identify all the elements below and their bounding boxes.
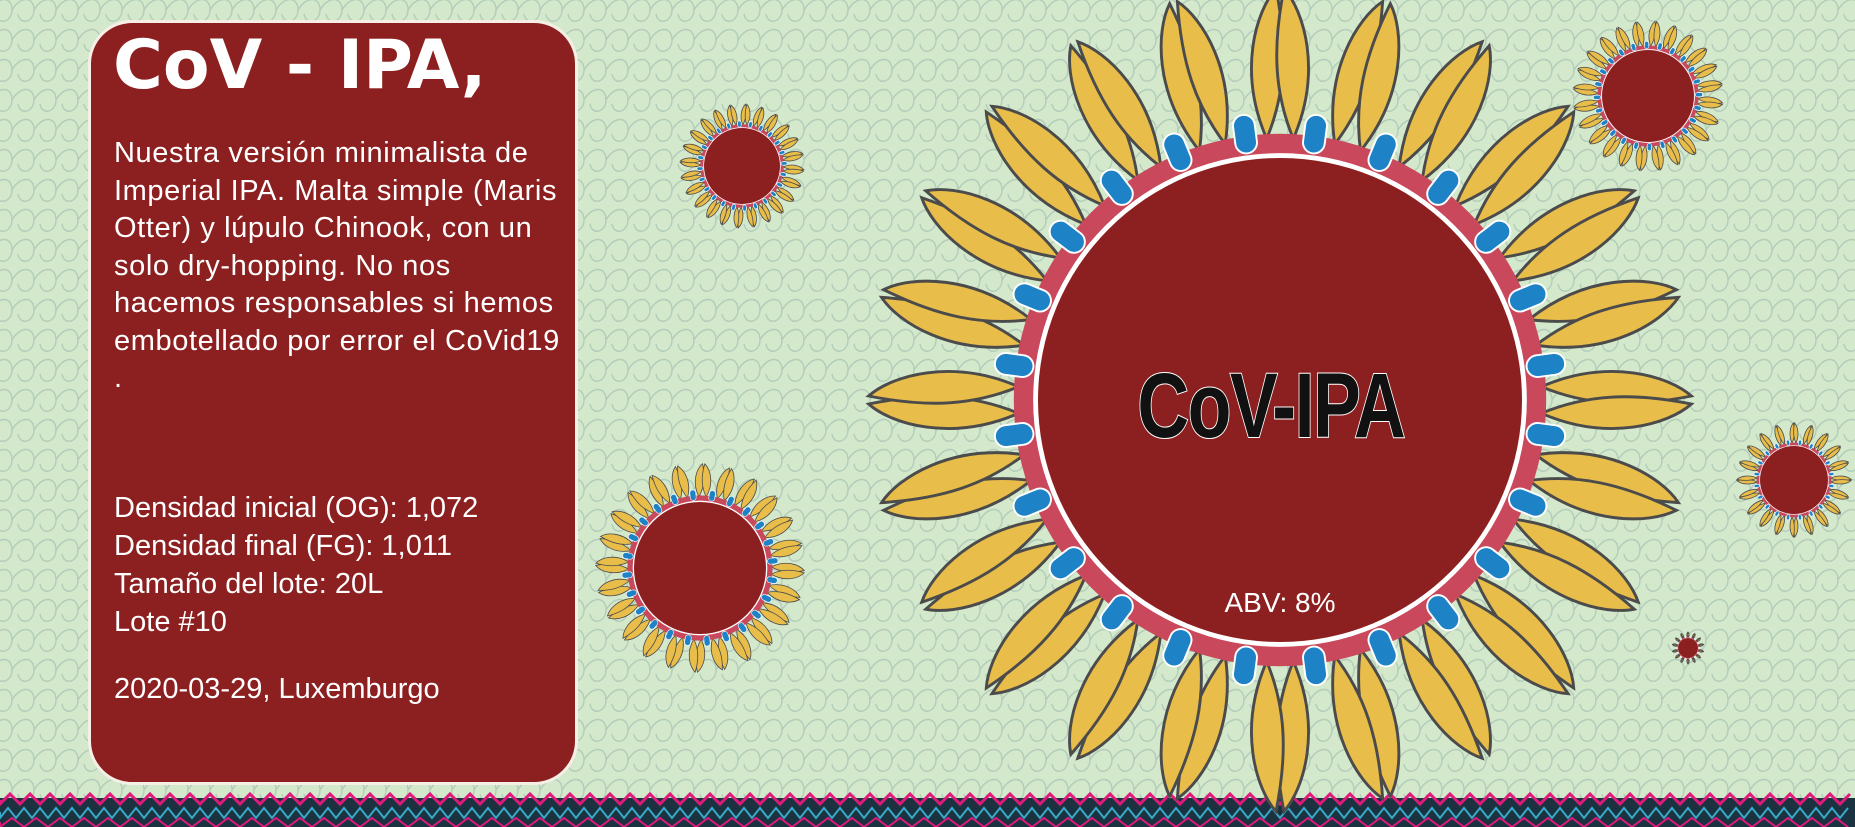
beer-description: Nuestra versión minimalista de Imperial … bbox=[114, 137, 560, 394]
bottom-border bbox=[0, 791, 1855, 827]
virus-small-midleft bbox=[595, 463, 805, 673]
virus-small-right bbox=[1736, 422, 1852, 538]
spec-original-gravity: Densidad inicial (OG): 1,072 bbox=[114, 492, 479, 524]
main-virus bbox=[865, 0, 1695, 815]
abv-label: ABV: 8% bbox=[1224, 587, 1336, 618]
virus-tiny-right bbox=[1671, 631, 1705, 665]
beer-name: CoV-IPA bbox=[1137, 355, 1407, 457]
spec-final-gravity: Densidad final (FG): 1,011 bbox=[114, 530, 452, 562]
spec-batch-number: Lote #10 bbox=[114, 606, 227, 638]
virus-small-topright bbox=[1572, 20, 1724, 172]
spec-list: Densidad inicial (OG): 1,072 Densidad fi… bbox=[114, 489, 478, 641]
info-panel: CoV - IPA, Nuestra versión minimalista d… bbox=[88, 20, 578, 785]
date-location: 2020-03-29, Luxemburgo bbox=[114, 673, 440, 705]
panel-title: CoV - IPA, bbox=[113, 26, 487, 105]
spec-batch-size: Tamaño del lote: 20L bbox=[114, 568, 384, 600]
virus-small-topleft bbox=[679, 103, 805, 229]
